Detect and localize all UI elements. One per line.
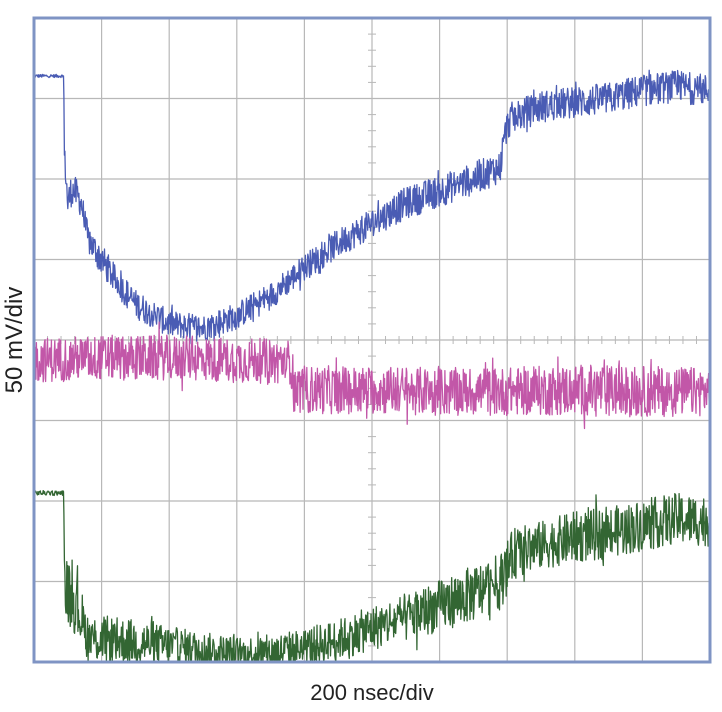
traces: [33, 69, 711, 663]
plot-frame: [32, 16, 712, 664]
grid: [34, 18, 710, 662]
trace-2: [33, 321, 711, 430]
trace-3: [33, 489, 711, 663]
x-axis-label: 200 nsec/div: [310, 680, 434, 705]
y-axis-label: 50 mV/div: [1, 287, 28, 394]
trace-1: [33, 69, 711, 345]
